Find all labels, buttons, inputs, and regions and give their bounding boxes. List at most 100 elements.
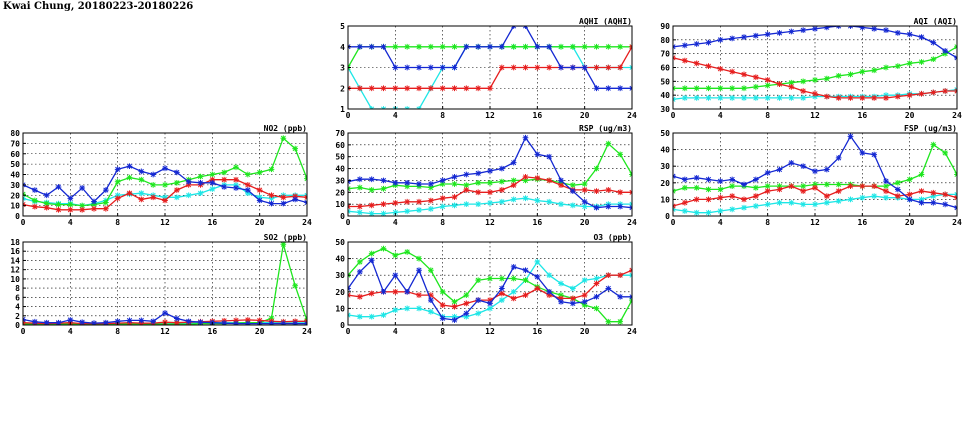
y-tick-label: 2 — [15, 312, 20, 321]
data-point — [581, 64, 588, 71]
data-point — [451, 303, 458, 310]
data-point — [173, 179, 180, 186]
y-tick-label: 10 — [10, 202, 20, 211]
data-point — [717, 95, 724, 101]
data-point — [546, 292, 553, 298]
data-point — [918, 90, 925, 97]
data-point — [451, 181, 458, 187]
y-tick-label: 0 — [665, 212, 670, 221]
data-point — [256, 197, 263, 204]
x-tick-label: 20 — [905, 218, 915, 227]
data-point — [705, 186, 712, 193]
data-point — [693, 95, 700, 101]
data-point — [138, 176, 145, 183]
data-point — [439, 195, 446, 202]
data-point — [233, 317, 239, 324]
y-tick-label: 4 — [340, 43, 345, 52]
y-tick-label: 10 — [10, 275, 20, 284]
data-point — [930, 39, 937, 46]
data-point — [835, 72, 842, 79]
y-tick-label: 20 — [335, 188, 345, 197]
x-tick-label: 0 — [21, 327, 26, 336]
data-point — [67, 201, 74, 208]
data-point — [451, 64, 458, 71]
data-point — [233, 185, 239, 191]
data-point — [764, 77, 771, 83]
data-point — [693, 196, 700, 203]
data-point — [752, 184, 759, 191]
data-point — [150, 182, 157, 188]
data-point — [812, 168, 818, 175]
x-tick-label: 24 — [302, 327, 312, 336]
data-point — [859, 183, 866, 189]
x-tick-label: 24 — [952, 218, 962, 227]
data-point — [404, 64, 411, 71]
y-tick-label: 50 — [660, 77, 670, 86]
data-point — [102, 187, 109, 193]
y-tick-label: 20 — [335, 288, 345, 297]
data-point — [776, 30, 783, 36]
data-point — [498, 290, 505, 297]
data-point — [894, 186, 901, 193]
y-tick-label: 30 — [660, 105, 670, 114]
y-tick-label: 12 — [10, 266, 20, 275]
data-point — [268, 320, 275, 325]
data-point — [356, 85, 363, 92]
x-tick-label: 8 — [440, 218, 445, 227]
data-point — [906, 31, 913, 38]
data-point — [91, 205, 97, 212]
data-point — [356, 184, 363, 191]
x-tick-label: 4 — [718, 218, 723, 227]
data-point — [368, 85, 375, 92]
x-tick-label: 20 — [255, 218, 265, 227]
data-point — [788, 28, 795, 35]
y-tick-label: 50 — [660, 129, 670, 138]
data-point — [593, 85, 600, 92]
data-point — [812, 90, 818, 97]
y-tick-label: 18 — [10, 238, 20, 247]
data-point — [823, 75, 830, 82]
data-point — [197, 319, 204, 325]
data-point — [221, 176, 228, 183]
data-point — [534, 197, 541, 204]
data-point — [617, 151, 624, 158]
data-point — [439, 302, 446, 308]
data-point — [717, 194, 724, 201]
data-point — [681, 85, 688, 92]
data-point — [162, 197, 168, 204]
data-point — [593, 188, 600, 194]
data-point — [439, 315, 446, 322]
x-tick-label: 0 — [671, 218, 676, 227]
series-line — [348, 46, 632, 68]
data-point — [534, 285, 541, 292]
x-tick-label: 20 — [905, 111, 915, 120]
data-point — [593, 293, 600, 300]
data-point — [498, 198, 505, 205]
data-point — [463, 85, 470, 92]
data-point — [138, 168, 145, 175]
data-point — [173, 319, 180, 325]
y-tick-label: 70 — [10, 139, 20, 148]
data-point — [43, 319, 50, 325]
data-point — [404, 43, 411, 50]
data-point — [150, 318, 157, 325]
data-point — [764, 183, 771, 189]
x-tick-label: 12 — [810, 111, 820, 120]
data-point — [43, 200, 50, 207]
data-point — [717, 66, 724, 72]
y-tick-label: 50 — [335, 153, 345, 162]
data-point — [31, 318, 38, 325]
data-point — [209, 179, 216, 186]
data-point — [788, 160, 795, 166]
data-point — [292, 282, 299, 289]
data-point — [800, 78, 807, 85]
data-point — [79, 206, 86, 213]
data-point — [534, 151, 541, 158]
data-point — [221, 184, 228, 190]
data-point — [185, 182, 192, 188]
data-point — [498, 297, 505, 303]
y-tick-label: 0 — [15, 212, 20, 221]
data-point — [693, 174, 700, 181]
x-tick-label: 20 — [580, 218, 590, 227]
